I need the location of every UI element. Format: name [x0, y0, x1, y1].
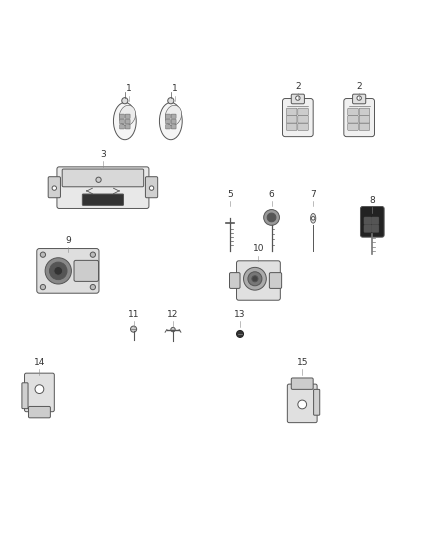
- FancyBboxPatch shape: [166, 125, 170, 129]
- Circle shape: [35, 385, 44, 393]
- Circle shape: [311, 216, 315, 220]
- FancyBboxPatch shape: [348, 123, 358, 131]
- FancyBboxPatch shape: [125, 119, 130, 124]
- FancyBboxPatch shape: [371, 217, 379, 224]
- Text: 13: 13: [234, 310, 246, 319]
- Text: 10: 10: [253, 244, 264, 253]
- Ellipse shape: [113, 102, 136, 140]
- FancyBboxPatch shape: [359, 123, 370, 131]
- FancyBboxPatch shape: [166, 119, 170, 124]
- Text: 6: 6: [268, 190, 275, 199]
- Ellipse shape: [311, 214, 316, 223]
- Ellipse shape: [159, 102, 182, 140]
- Circle shape: [52, 186, 57, 190]
- FancyBboxPatch shape: [286, 123, 297, 131]
- Circle shape: [244, 268, 266, 290]
- Circle shape: [357, 96, 361, 100]
- Circle shape: [49, 262, 67, 280]
- FancyBboxPatch shape: [125, 125, 130, 129]
- Circle shape: [40, 285, 46, 290]
- FancyBboxPatch shape: [171, 125, 176, 129]
- Circle shape: [248, 272, 262, 286]
- Circle shape: [171, 327, 175, 332]
- FancyBboxPatch shape: [269, 273, 282, 288]
- FancyBboxPatch shape: [286, 116, 297, 123]
- FancyBboxPatch shape: [74, 260, 99, 281]
- Circle shape: [298, 400, 307, 409]
- Circle shape: [90, 285, 95, 290]
- FancyBboxPatch shape: [344, 99, 374, 136]
- FancyBboxPatch shape: [298, 123, 308, 131]
- FancyBboxPatch shape: [291, 378, 313, 390]
- Circle shape: [40, 252, 46, 257]
- Ellipse shape: [119, 106, 136, 125]
- Circle shape: [149, 186, 154, 190]
- Text: 8: 8: [369, 196, 375, 205]
- FancyBboxPatch shape: [120, 114, 124, 118]
- FancyBboxPatch shape: [120, 125, 124, 129]
- FancyBboxPatch shape: [287, 384, 317, 423]
- FancyBboxPatch shape: [298, 116, 308, 123]
- FancyBboxPatch shape: [364, 217, 371, 224]
- Circle shape: [54, 266, 63, 275]
- FancyBboxPatch shape: [120, 119, 124, 124]
- FancyBboxPatch shape: [57, 167, 149, 208]
- FancyBboxPatch shape: [314, 390, 320, 415]
- FancyBboxPatch shape: [291, 94, 304, 104]
- FancyBboxPatch shape: [360, 206, 384, 237]
- Text: 1: 1: [126, 85, 132, 93]
- FancyBboxPatch shape: [237, 261, 280, 300]
- Circle shape: [252, 276, 258, 282]
- Text: 5: 5: [227, 190, 233, 199]
- Circle shape: [168, 98, 174, 104]
- FancyBboxPatch shape: [348, 108, 358, 116]
- Text: 2: 2: [357, 82, 362, 91]
- Circle shape: [122, 98, 128, 104]
- Circle shape: [96, 177, 101, 182]
- FancyBboxPatch shape: [286, 108, 297, 116]
- FancyBboxPatch shape: [353, 94, 366, 104]
- Text: 11: 11: [128, 310, 139, 319]
- FancyBboxPatch shape: [230, 273, 240, 288]
- Text: 14: 14: [34, 358, 45, 367]
- Text: 12: 12: [167, 310, 179, 319]
- Text: 9: 9: [65, 236, 71, 245]
- Text: 7: 7: [310, 190, 316, 199]
- Circle shape: [131, 326, 137, 332]
- FancyBboxPatch shape: [82, 194, 124, 205]
- Text: 1: 1: [172, 85, 178, 93]
- FancyBboxPatch shape: [298, 108, 308, 116]
- FancyBboxPatch shape: [171, 119, 176, 124]
- Circle shape: [237, 330, 244, 337]
- FancyBboxPatch shape: [348, 116, 358, 123]
- Circle shape: [264, 209, 279, 225]
- Circle shape: [296, 96, 300, 100]
- Ellipse shape: [165, 106, 182, 125]
- FancyBboxPatch shape: [166, 114, 170, 118]
- FancyBboxPatch shape: [125, 114, 130, 118]
- FancyBboxPatch shape: [359, 116, 370, 123]
- FancyBboxPatch shape: [28, 407, 50, 418]
- Text: 2: 2: [295, 82, 300, 91]
- FancyBboxPatch shape: [22, 383, 28, 409]
- Circle shape: [45, 258, 71, 284]
- FancyBboxPatch shape: [48, 177, 60, 198]
- FancyBboxPatch shape: [364, 225, 371, 232]
- Text: 15: 15: [297, 358, 308, 367]
- FancyBboxPatch shape: [145, 177, 158, 198]
- FancyBboxPatch shape: [171, 114, 176, 118]
- Text: 3: 3: [100, 150, 106, 159]
- Circle shape: [267, 213, 276, 222]
- Circle shape: [90, 252, 95, 257]
- FancyBboxPatch shape: [359, 108, 370, 116]
- FancyBboxPatch shape: [37, 248, 99, 293]
- FancyBboxPatch shape: [371, 225, 379, 232]
- FancyBboxPatch shape: [62, 169, 144, 187]
- FancyBboxPatch shape: [25, 373, 54, 411]
- FancyBboxPatch shape: [283, 99, 313, 136]
